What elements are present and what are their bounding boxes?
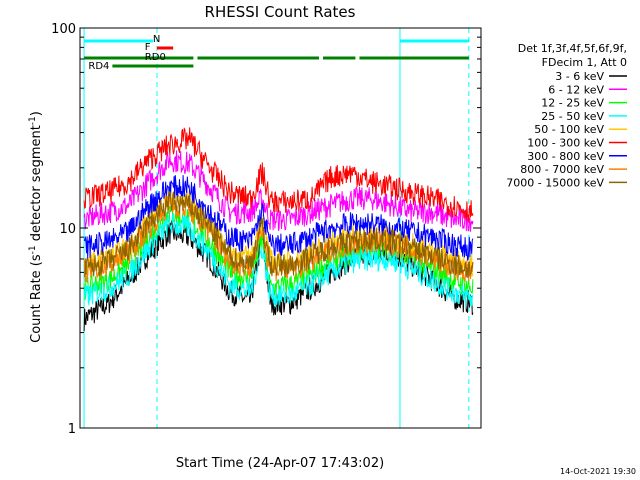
series-line-1 bbox=[83, 150, 474, 232]
series-line-6 bbox=[83, 175, 474, 261]
footer-date: 14-Oct-2021 19:30 bbox=[560, 467, 636, 476]
legend-label-0: 3 - 6 keV bbox=[555, 70, 604, 83]
y-tick-label-1: 10 bbox=[59, 222, 76, 237]
x-axis-label: Start Time (24-Apr-07 17:43:02) bbox=[176, 456, 384, 471]
legend-header-line-2: FDecim 1, Att 0 bbox=[542, 56, 627, 69]
series-line-5 bbox=[83, 127, 474, 223]
legend-label-6: 300 - 800 keV bbox=[527, 150, 604, 163]
y-axis-label-sup: -1 bbox=[28, 245, 38, 254]
y-tick-label-0: 1 bbox=[68, 422, 76, 437]
legend-label-2: 12 - 25 keV bbox=[541, 97, 604, 110]
chart-title: RHESSI Count Rates bbox=[205, 3, 356, 21]
legend-label-5: 100 - 300 keV bbox=[527, 137, 604, 150]
annotation-label-0: N bbox=[153, 34, 160, 45]
annotation-label-3: RD4 bbox=[88, 61, 109, 72]
legend-label-8: 7000 - 15000 keV bbox=[506, 176, 604, 189]
legend-header-line-1: Det 1f,3f,4f,5f,6f,9f, bbox=[518, 42, 627, 55]
y-axis-label-end: ) bbox=[29, 111, 44, 116]
legend-header: Det 1f,3f,4f,5f,6f,9f, FDecim 1, Att 0 bbox=[518, 42, 627, 69]
y-axis-label-main: Count Rate (s bbox=[29, 254, 44, 343]
series-line-3 bbox=[83, 212, 474, 308]
annotation-label-1: F bbox=[145, 42, 151, 53]
y-axis-label-rest: detector segment bbox=[29, 125, 44, 245]
y-axis-label: Count Rate (s-1 detector segment-1) bbox=[28, 111, 44, 343]
y-axis-label-sup2: -1 bbox=[28, 116, 38, 125]
legend-label-3: 25 - 50 keV bbox=[541, 110, 604, 123]
annotation-label-2: RD0 bbox=[145, 52, 166, 63]
y-tick-label-2: 100 bbox=[51, 22, 76, 37]
legend-label-4: 50 - 100 keV bbox=[534, 123, 604, 136]
plot-area: NFRD0RD411010017:4518:0018:1518:3018:451… bbox=[51, 22, 482, 437]
legend-label-1: 6 - 12 keV bbox=[548, 83, 604, 96]
legend-label-7: 800 - 7000 keV bbox=[520, 163, 604, 176]
series-line-8 bbox=[83, 191, 474, 278]
